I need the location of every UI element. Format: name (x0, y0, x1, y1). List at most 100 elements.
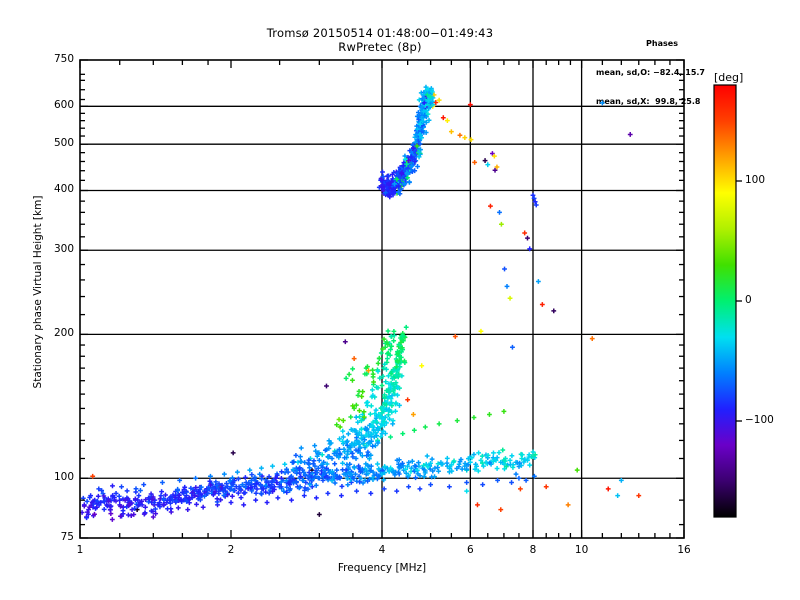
data-point (513, 471, 519, 477)
data-point (491, 153, 497, 159)
data-point (504, 284, 510, 289)
data-point (388, 347, 393, 352)
data-point (368, 490, 374, 496)
data-point (480, 482, 486, 488)
data-point (324, 383, 329, 389)
data-point (467, 102, 473, 107)
data-point (522, 230, 528, 236)
y-tick-label: 300 (53, 243, 74, 256)
data-point (499, 221, 504, 227)
data-point (433, 100, 439, 105)
data-point (517, 486, 523, 492)
data-point (228, 500, 234, 505)
data-point (325, 490, 331, 496)
data-point (381, 365, 387, 371)
data-point (275, 495, 281, 501)
data-point (264, 500, 270, 505)
data-point (405, 397, 411, 403)
data-point (462, 135, 468, 141)
data-point (394, 488, 400, 494)
data-points-group (80, 84, 642, 522)
data-point (471, 415, 477, 420)
data-point (113, 490, 119, 496)
colorbar (713, 84, 737, 518)
data-point (316, 512, 322, 517)
data-point (297, 454, 303, 460)
y-tick-label: 200 (53, 327, 74, 340)
stats-x-mode: mean, sd,X: 99.8, 25.8 (596, 96, 701, 106)
data-point (417, 486, 423, 492)
data-point (531, 473, 537, 479)
data-point (109, 517, 115, 522)
x-tick-label: 16 (677, 544, 691, 556)
data-point (535, 279, 541, 284)
data-point (405, 463, 411, 469)
data-point (485, 162, 491, 168)
data-point (446, 484, 452, 490)
colorbar-ticks (736, 180, 742, 422)
data-point (419, 363, 425, 369)
data-point (589, 336, 595, 341)
data-point (142, 504, 148, 510)
data-point (353, 456, 359, 461)
data-point (340, 434, 346, 440)
x-tick-label: 6 (466, 544, 474, 556)
colorbar-tick-label: 0 (745, 294, 752, 306)
data-point (495, 477, 500, 483)
data-point (96, 486, 102, 492)
data-point (436, 421, 442, 427)
data-point (177, 477, 183, 483)
data-point (303, 480, 309, 485)
data-point (366, 368, 371, 373)
data-point (136, 493, 142, 498)
data-point (527, 246, 533, 252)
x-tick-label: 2 (227, 544, 235, 556)
data-point (422, 424, 428, 430)
data-point (507, 295, 513, 301)
data-point (501, 409, 507, 414)
data-point (247, 467, 253, 473)
data-point (398, 355, 404, 360)
data-point (464, 480, 470, 485)
data-point (605, 486, 611, 492)
data-point (351, 356, 357, 361)
data-point (259, 465, 264, 471)
data-point (464, 488, 470, 494)
data-point (492, 167, 498, 173)
data-point (319, 452, 325, 458)
data-point (618, 477, 624, 483)
data-point (440, 115, 446, 121)
data-point (129, 507, 135, 512)
data-point (509, 480, 514, 485)
data-point (525, 457, 530, 463)
data-point (551, 308, 557, 314)
data-point (531, 196, 537, 201)
data-point (221, 471, 227, 477)
data-point (200, 504, 206, 510)
data-point (313, 448, 319, 454)
data-point (487, 412, 492, 417)
data-point (301, 493, 307, 498)
data-point (488, 203, 493, 209)
x-tick-label: 1 (76, 544, 84, 556)
data-point (90, 473, 96, 479)
data-point (444, 118, 450, 124)
data-point (160, 480, 165, 485)
data-point (342, 339, 348, 345)
data-point (134, 507, 140, 512)
data-point (387, 416, 392, 422)
data-point (423, 461, 429, 467)
data-point (150, 514, 156, 520)
data-point (497, 209, 502, 215)
data-point (381, 486, 387, 492)
data-point (253, 497, 259, 503)
data-point (185, 507, 191, 512)
data-point (360, 412, 366, 417)
data-point (452, 334, 458, 339)
data-point (354, 488, 360, 494)
data-point (532, 199, 538, 205)
data-point (131, 512, 137, 517)
data-point (533, 202, 539, 208)
page-title: Tromsø 20150514 01:48:00−01:49:43 (266, 26, 494, 40)
